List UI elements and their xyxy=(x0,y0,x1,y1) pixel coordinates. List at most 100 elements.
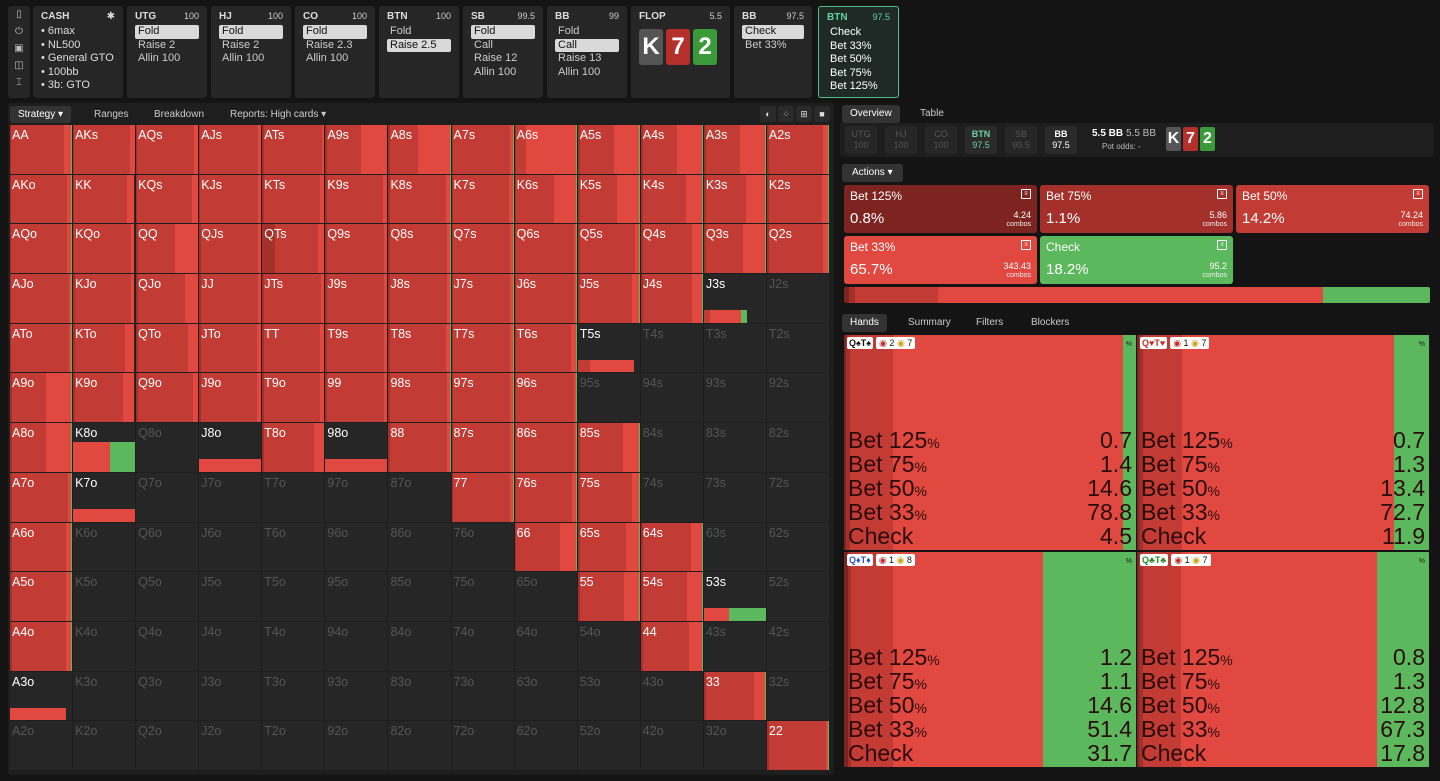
matrix-cell[interactable]: J3o xyxy=(199,671,262,721)
matrix-cell[interactable]: 44 xyxy=(640,621,703,671)
matrix-cell[interactable]: T9o xyxy=(262,373,325,423)
seat-sb[interactable]: SB 99.5 xyxy=(1005,126,1037,154)
matrix-cell[interactable]: 83s xyxy=(703,423,766,472)
matrix-cell[interactable]: K5s xyxy=(577,174,640,224)
save-icon[interactable]: ▣ xyxy=(14,43,24,54)
position-option[interactable]: Call xyxy=(474,38,493,51)
matrix-cell[interactable]: 66 xyxy=(514,522,577,572)
matrix-cell[interactable]: T3o xyxy=(262,671,325,721)
list-icon[interactable]: ≡ xyxy=(1021,189,1031,199)
tab-summary[interactable]: Summary xyxy=(908,317,951,328)
matrix-cell[interactable]: A5o xyxy=(10,572,73,621)
matrix-cell[interactable]: 73s xyxy=(703,472,766,522)
matrix-cell[interactable]: 96o xyxy=(325,522,388,572)
matrix-cell[interactable]: QTs xyxy=(262,224,325,274)
bookmark-icon[interactable]: ▯ xyxy=(16,9,22,20)
matrix-cell[interactable]: A3o xyxy=(10,671,73,721)
position-option[interactable]: Raise 12 xyxy=(474,52,518,64)
matrix-cell[interactable]: Q2o xyxy=(136,721,199,770)
position-option[interactable]: Call xyxy=(555,38,619,52)
matrix-cell[interactable]: 82s xyxy=(766,423,829,472)
action-box[interactable]: Check 18.2% ≡ 95.2 combos xyxy=(1040,236,1233,284)
matrix-cell[interactable]: 83o xyxy=(388,671,451,721)
matrix-cell[interactable]: J4o xyxy=(199,621,262,671)
matrix-cell[interactable]: 33 xyxy=(703,671,766,721)
matrix-cell[interactable]: 62o xyxy=(514,721,577,770)
matrix-cell[interactable]: 74s xyxy=(640,472,703,522)
matrix-cell[interactable]: 76o xyxy=(451,522,514,572)
position-option[interactable]: Allin 100 xyxy=(474,65,517,78)
position-option[interactable]: Raise 2 xyxy=(138,38,176,51)
matrix-cell[interactable]: 84o xyxy=(388,621,451,671)
matrix-cell[interactable]: 55 xyxy=(577,572,640,621)
percent-toggle[interactable]: % xyxy=(1125,558,1132,565)
seat-co[interactable]: CO 100 xyxy=(925,126,957,154)
gamepad-icon[interactable]: ◫ xyxy=(14,60,24,71)
matrix-cell[interactable]: 93s xyxy=(703,373,766,423)
matrix-cell[interactable]: KJo xyxy=(73,274,136,323)
matrix-cell[interactable]: T6o xyxy=(262,522,325,572)
matrix-cell[interactable]: A6s xyxy=(514,125,577,174)
matrix-cell[interactable]: 97s xyxy=(451,373,514,423)
matrix-cell[interactable]: 87o xyxy=(388,472,451,522)
matrix-cell[interactable]: 97o xyxy=(325,472,388,522)
position-option[interactable]: Allin 100 xyxy=(306,52,349,64)
matrix-cell[interactable]: 63s xyxy=(703,522,766,572)
matrix-cell[interactable]: K7o xyxy=(73,472,136,522)
btn-option-check[interactable]: Check xyxy=(830,26,862,38)
matrix-cell[interactable]: Q5o xyxy=(136,572,199,621)
matrix-cell[interactable]: A8s xyxy=(388,125,451,174)
matrix-cell[interactable]: 72o xyxy=(451,721,514,770)
matrix-cell[interactable]: T8s xyxy=(388,323,451,373)
matrix-cell[interactable]: 94s xyxy=(640,373,703,423)
matrix-cell[interactable]: J5o xyxy=(199,572,262,621)
matrix-cell[interactable]: 65s xyxy=(577,522,640,572)
matrix-cell[interactable]: 64o xyxy=(514,621,577,671)
matrix-cell[interactable]: A3s xyxy=(703,125,766,174)
list-icon[interactable]: ≡ xyxy=(1217,240,1227,250)
percent-toggle[interactable]: % xyxy=(1418,558,1425,565)
action-box[interactable]: Bet 125% 0.8% ≡ 4.24 combos xyxy=(844,185,1037,233)
seat-utg[interactable]: UTG 100 xyxy=(845,126,877,154)
list-icon[interactable]: ≡ xyxy=(1217,189,1227,199)
matrix-cell[interactable]: Q7s xyxy=(451,224,514,274)
gear-icon[interactable]: ✱ xyxy=(106,11,115,22)
matrix-cell[interactable]: A9o xyxy=(10,373,73,423)
matrix-cell[interactable]: 95o xyxy=(325,572,388,621)
matrix-cell[interactable]: TT xyxy=(262,323,325,373)
btn-option-bet33[interactable]: Bet 33% xyxy=(830,39,872,52)
matrix-cell[interactable]: A7s xyxy=(451,125,514,174)
matrix-cell[interactable]: Q3o xyxy=(136,671,199,721)
matrix-cell[interactable]: 42s xyxy=(766,621,829,671)
matrix-cell[interactable]: 99 xyxy=(325,373,388,423)
matrix-cell[interactable]: 22 xyxy=(766,721,829,770)
matrix-cell[interactable]: 65o xyxy=(514,572,577,621)
position-panel-co[interactable]: CO 100 Fold Raise 2.3 Allin 100 xyxy=(295,6,375,98)
matrix-cell[interactable]: QJo xyxy=(136,274,199,323)
matrix-cell[interactable]: 52s xyxy=(766,572,829,621)
matrix-cell[interactable]: QQ xyxy=(136,224,199,274)
position-panel-btn[interactable]: BTN 100 Fold Raise 2.5 xyxy=(379,6,459,98)
matrix-cell[interactable]: JJ xyxy=(199,274,262,323)
matrix-cell[interactable]: K6s xyxy=(514,174,577,224)
matrix-cell[interactable]: 43s xyxy=(703,621,766,671)
matrix-cell[interactable]: J6s xyxy=(514,274,577,323)
matrix-cell[interactable]: QTo xyxy=(136,323,199,373)
position-option[interactable]: Allin 100 xyxy=(558,65,601,78)
position-option[interactable]: Raise 2.5 xyxy=(387,38,451,52)
matrix-cell[interactable]: T5o xyxy=(262,572,325,621)
bb-option-check[interactable]: Check xyxy=(742,25,804,39)
btn-option-bet50[interactable]: Bet 50% xyxy=(830,53,872,65)
matrix-cell[interactable]: J2o xyxy=(199,721,262,770)
position-option[interactable]: Fold xyxy=(558,25,580,37)
text-cursor-icon[interactable]: ⌶ xyxy=(16,77,22,88)
matrix-cell[interactable]: Q9s xyxy=(325,224,388,274)
matrix-cell[interactable]: K3o xyxy=(73,671,136,721)
matrix-cell[interactable]: J5s xyxy=(577,274,640,323)
matrix-cell[interactable]: T5s xyxy=(577,323,640,373)
matrix-cell[interactable]: 85s xyxy=(577,423,640,472)
action-box[interactable]: Bet 75% 1.1% ≡ 5.86 combos xyxy=(1040,185,1233,233)
matrix-cell[interactable]: J8o xyxy=(199,423,262,472)
matrix-cell[interactable]: Q9o xyxy=(136,373,199,423)
matrix-cell[interactable]: 53s xyxy=(703,572,766,621)
